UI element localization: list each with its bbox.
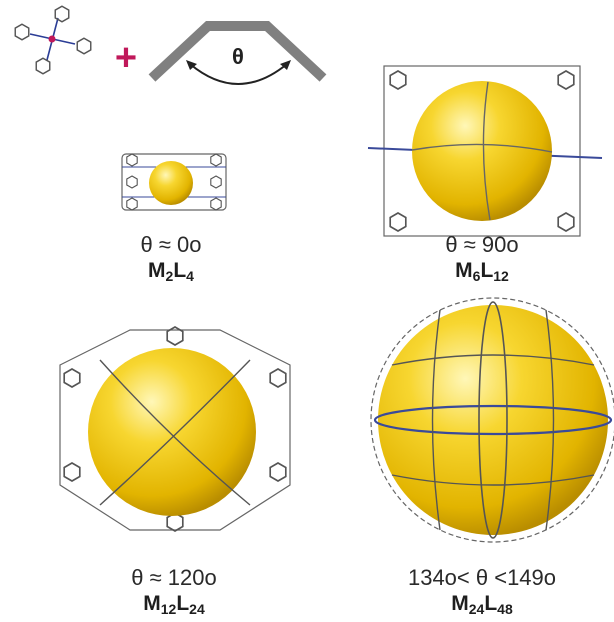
metal-count: 2	[165, 268, 174, 284]
ligand-count: 4	[186, 268, 194, 284]
bend-angle-label: θ ≈ 0o	[140, 232, 202, 257]
angle-arrow-icon	[189, 63, 288, 85]
cage-formula: M12L24	[143, 592, 205, 617]
bend-angle-label: 134o< θ <149o	[407, 565, 557, 590]
cage-cavity-sphere	[149, 161, 193, 205]
bent-ligand-bar	[148, 21, 327, 82]
cage-formula: M2L4	[148, 259, 194, 284]
metal-count: 12	[160, 601, 177, 617]
cage-formula: M6L12	[455, 259, 509, 284]
ligand-count: 48	[497, 601, 513, 617]
ligand-count: 12	[493, 268, 509, 284]
metal-complex-icon	[14, 5, 92, 75]
cage-m24l48-structure	[370, 297, 614, 543]
metal-count: 24	[468, 601, 485, 617]
plus-sign: +	[115, 37, 137, 79]
cage-formula: M24L48	[451, 592, 513, 617]
cage-label-m24l48: 134o< θ <149o M24L48	[367, 565, 597, 622]
metal-count: 6	[472, 268, 481, 284]
cage-m2l4-structure	[121, 153, 227, 211]
cage-label-m6l12: θ ≈ 90o M6L12	[382, 232, 582, 289]
bent-ligand-icon: θ	[148, 21, 327, 85]
cage-m6l12-structure	[367, 65, 603, 237]
bend-angle-label: θ ≈ 120o	[131, 565, 217, 590]
cage-cavity-sphere	[412, 81, 552, 221]
cage-label-m12l24: θ ≈ 120o M12L24	[74, 565, 274, 622]
metal-ion	[48, 35, 56, 43]
cage-m12l24-structure	[59, 326, 291, 532]
ligand-count: 24	[189, 601, 205, 617]
bend-angle-symbol: θ	[232, 44, 244, 69]
cage-cavity-sphere	[378, 305, 608, 535]
cage-label-m2l4: θ ≈ 0o M2L4	[71, 232, 271, 289]
bend-angle-label: θ ≈ 90o	[445, 232, 519, 257]
cage-cavity-sphere	[88, 348, 256, 516]
